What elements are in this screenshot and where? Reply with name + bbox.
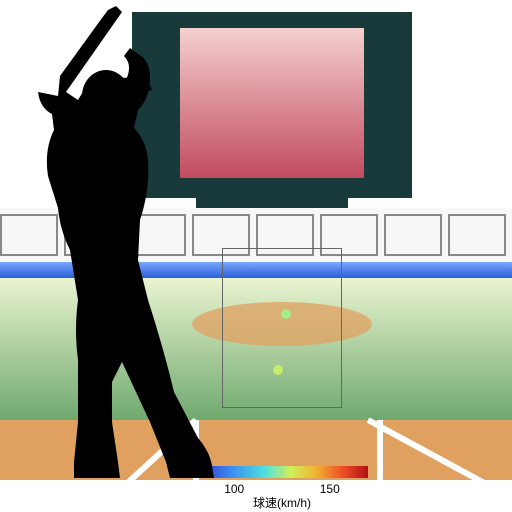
batter-silhouette xyxy=(0,0,512,512)
pitch-location-chart: 100150球速(km/h) xyxy=(0,0,512,512)
